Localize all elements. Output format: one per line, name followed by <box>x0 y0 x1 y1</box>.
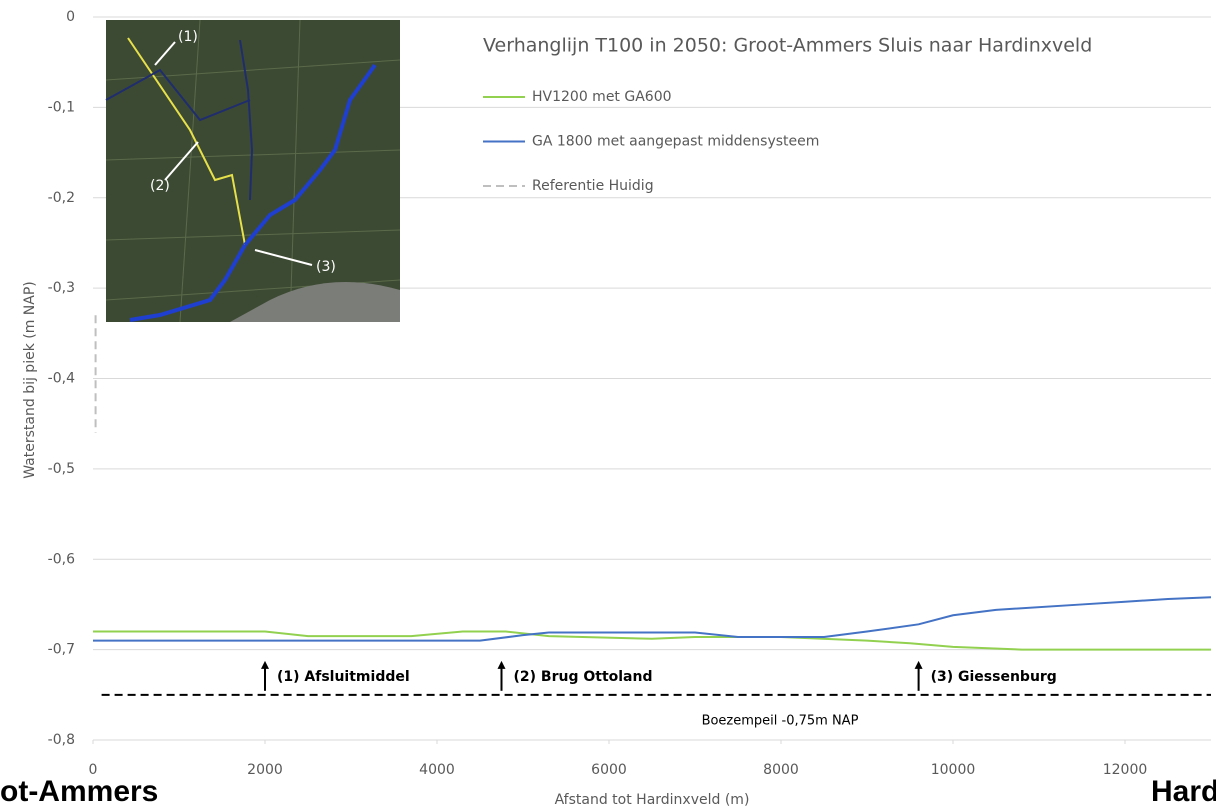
x-tick-label: 2000 <box>247 762 283 778</box>
annotation-arrowhead <box>261 661 269 669</box>
reference-label: Boezempeil -0,75m NAP <box>702 713 859 728</box>
y-tick-label: -0,6 <box>48 551 75 567</box>
edge-label: Hard <box>1151 775 1216 808</box>
y-tick-label: -0,1 <box>48 99 75 115</box>
y-tick-label: -0,2 <box>48 190 75 206</box>
inset-background <box>106 20 400 322</box>
edge-label: ot-Ammers <box>0 775 158 808</box>
x-tick-label: 4000 <box>419 762 455 778</box>
x-tick-label: 6000 <box>591 762 627 778</box>
y-tick-label: -0,7 <box>48 642 75 658</box>
y-tick-label: -0,4 <box>48 371 75 387</box>
chart: Verhanglijn T100 in 2050: Groot-Ammers S… <box>0 0 1216 810</box>
y-tick-label: -0,3 <box>48 280 75 296</box>
inset-label: (3) <box>316 259 336 275</box>
legend-label: Referentie Huidig <box>532 178 654 194</box>
annotation-label: (2) Brug Ottoland <box>514 669 653 685</box>
legend-label: HV1200 met GA600 <box>532 89 672 105</box>
x-axis-label: Afstand tot Hardinxveld (m) <box>555 792 750 808</box>
series-line <box>93 597 1211 640</box>
annotation-label: (3) Giessenburg <box>931 669 1057 685</box>
y-axis-label: Waterstand bij piek (m NAP) <box>22 281 38 479</box>
x-tick-label: 10000 <box>931 762 976 778</box>
x-tick-label: 12000 <box>1103 762 1148 778</box>
legend-label: GA 1800 met aangepast middensysteem <box>532 134 819 150</box>
inset-label: (2) <box>150 178 170 194</box>
annotation-label: (1) Afsluitmiddel <box>277 669 410 685</box>
y-tick-label: -0,5 <box>48 461 75 477</box>
y-tick-label: 0 <box>66 9 75 25</box>
annotation-arrowhead <box>498 661 506 669</box>
chart-title: Verhanglijn T100 in 2050: Groot-Ammers S… <box>483 35 1092 57</box>
page: {"chart_data": { "type": "line", "title"… <box>0 0 1216 810</box>
annotation-arrowhead <box>915 661 923 669</box>
inset-map: (1) (2) (3) <box>106 20 400 322</box>
y-tick-label: -0,8 <box>48 732 75 748</box>
x-tick-label: 8000 <box>763 762 799 778</box>
inset-label: (1) <box>178 29 198 45</box>
